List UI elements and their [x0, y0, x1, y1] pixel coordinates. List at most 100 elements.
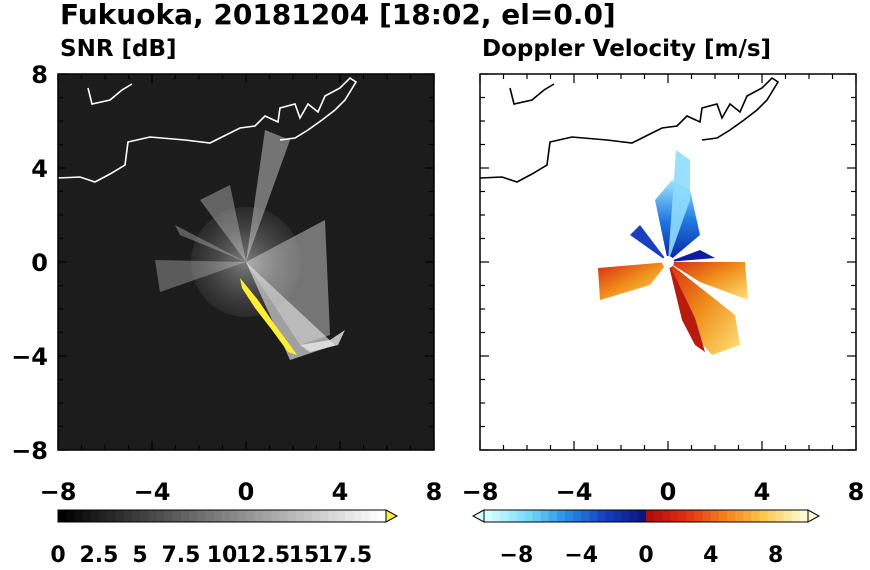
doppler-xtick-label: 8 — [848, 478, 865, 506]
snr-colorbar-segment — [82, 510, 92, 522]
snr-xtick-label: 4 — [332, 478, 349, 506]
snr-colorbar-segment — [213, 510, 223, 522]
snr-colorbar-segment — [287, 510, 297, 522]
snr-coastline-north — [87, 83, 133, 105]
doppler-colorbar-segment — [524, 510, 534, 522]
snr-colorbar-frame — [57, 509, 387, 523]
doppler-colorbar-tick-label: 8 — [768, 543, 783, 568]
snr-colorbar-segment — [156, 510, 166, 522]
doppler-colorbar-segment — [565, 510, 574, 522]
snr-colorbar-segment — [246, 510, 256, 522]
doppler-colorbar-segment — [532, 510, 542, 522]
snr-ytick-label: −4 — [11, 343, 48, 371]
snr-coastline — [58, 76, 358, 183]
doppler-colorbar-segment — [718, 510, 728, 522]
doppler-colorbar-segment — [605, 510, 615, 522]
snr-colorbar-tick-label: 17.5 — [318, 543, 372, 568]
snr-colorbar-segment — [172, 510, 182, 522]
snr-colorbar-tick-label: 7.5 — [162, 543, 201, 568]
snr-colorbar-tick-label: 10 — [207, 543, 238, 568]
doppler-positive-west — [598, 262, 668, 300]
snr-ytick-label: 0 — [31, 249, 48, 277]
doppler-colorbar-segment — [484, 510, 493, 522]
doppler-colorbar-segment — [783, 510, 793, 522]
doppler-colorbar-segment — [759, 510, 768, 522]
snr-colorbar-segment — [131, 510, 141, 522]
doppler-colorbar-segment — [646, 510, 655, 522]
snr-colorbar-segment — [164, 510, 174, 522]
snr-colorbar-segment — [230, 510, 239, 522]
doppler-colorbar-segment — [500, 510, 509, 522]
doppler-colorbar-segment — [581, 510, 590, 522]
doppler-colorbar-segment — [573, 510, 582, 522]
doppler-colorbar-segment — [735, 510, 744, 522]
snr-colorbar-segment — [99, 510, 108, 522]
doppler-colorbar-segment — [556, 510, 566, 522]
doppler-xtick-label: −4 — [556, 478, 593, 506]
doppler-colorbar-extend-min — [471, 509, 485, 523]
doppler-tick-marks — [479, 73, 857, 451]
snr-colorbar-segment — [90, 510, 100, 522]
snr-colorbar-segment — [123, 510, 133, 522]
snr-colorbar-segment — [254, 510, 264, 522]
snr-colorbar-segment — [181, 510, 190, 522]
doppler-xtick-label: −8 — [462, 478, 499, 506]
snr-ytick-label: −8 — [11, 437, 48, 465]
doppler-colorbar-segment — [670, 510, 679, 522]
doppler-colorbar-segment — [694, 510, 704, 522]
doppler-negative-northwest — [630, 225, 668, 262]
snr-colorbar-segment — [328, 510, 338, 522]
doppler-colorbar-tick-label: 0 — [638, 543, 653, 568]
doppler-colorbar-extend-max — [807, 509, 821, 523]
snr-colorbar-tick-label: 15 — [289, 543, 320, 568]
snr-xtick-label: 8 — [426, 478, 443, 506]
snr-colorbar-segment — [66, 510, 75, 522]
snr-colorbar-segment — [140, 510, 149, 522]
doppler-colorbar-segment — [727, 510, 736, 522]
snr-colorbar-tick-label: 5 — [132, 543, 147, 568]
doppler-colorbar-segment — [799, 510, 809, 522]
doppler-colorbar-segment — [662, 510, 671, 522]
doppler-negative-east — [668, 250, 715, 262]
snr-colorbar-segment — [115, 510, 125, 522]
snr-colorbar-segment — [197, 510, 207, 522]
doppler-colorbar-segment — [767, 510, 777, 522]
doppler-colorbar-segment — [654, 510, 663, 522]
doppler-panel-title: Doppler Velocity [m/s] — [482, 36, 771, 62]
doppler-colorbar-frame — [483, 509, 809, 523]
snr-colorbar-tick-label: 0 — [50, 543, 65, 568]
snr-colorbar-segment — [361, 510, 371, 522]
snr-colorbar-segment — [74, 510, 84, 522]
doppler-positive-edge — [668, 262, 705, 352]
snr-panel-title: SNR [dB] — [60, 36, 177, 62]
doppler-colorbar-segment — [540, 510, 550, 522]
snr-colorbar-segment — [304, 510, 313, 522]
doppler-colorbar-segment — [613, 510, 623, 522]
snr-xtick-label: −4 — [134, 478, 171, 506]
doppler-colorbar-tick-label: −4 — [564, 543, 598, 568]
doppler-radar-center — [662, 256, 674, 268]
doppler-colorbar-segment — [702, 510, 712, 522]
snr-colorbar-segment — [345, 510, 354, 522]
snr-colorbar-segment — [279, 510, 289, 522]
snr-saturated-strip — [240, 278, 297, 355]
doppler-colorbar-segment — [751, 510, 760, 522]
snr-colorbar-segment — [148, 510, 157, 522]
snr-echo-fan — [155, 130, 335, 360]
snr-colorbar-segment — [238, 510, 248, 522]
doppler-colorbar-segment — [775, 510, 785, 522]
doppler-xtick-label: 4 — [754, 478, 771, 506]
snr-xtick-label: 0 — [238, 478, 255, 506]
snr-ytick-label: 4 — [31, 155, 48, 183]
doppler-colorbar-segment — [492, 510, 501, 522]
snr-colorbar-segment — [353, 510, 362, 522]
snr-colorbar-segment — [320, 510, 330, 522]
doppler-colorbar-segments — [484, 510, 809, 522]
snr-colorbar-segment — [336, 510, 346, 522]
snr-colorbar-segment — [205, 510, 215, 522]
doppler-negative-far — [668, 150, 690, 262]
snr-ytick-label: 8 — [31, 61, 48, 89]
